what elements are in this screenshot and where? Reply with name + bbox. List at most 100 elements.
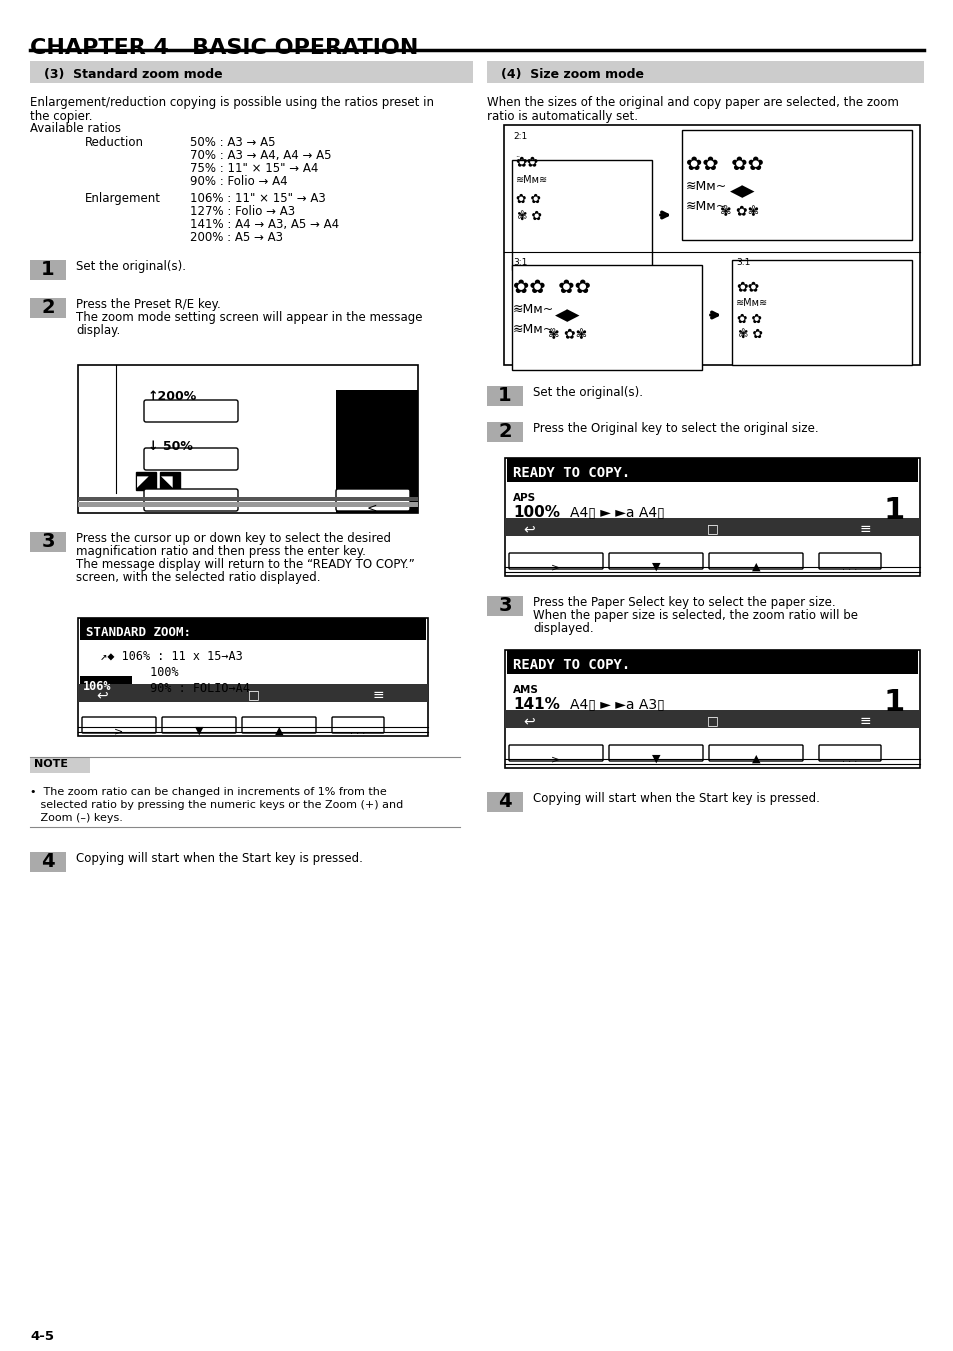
Text: ◀▶: ◀▶ [555,307,579,326]
Text: ▲: ▲ [274,725,283,736]
Text: . . .: . . . [841,562,857,571]
Text: The message display will return to the “READY TO COPY.”: The message display will return to the “… [76,558,415,571]
Text: ✿ ✿: ✿ ✿ [737,313,761,326]
Bar [78,503,417,507]
FancyBboxPatch shape [708,744,802,761]
Text: 50% : A3 → A5: 50% : A3 → A5 [190,136,275,149]
Text: ≋Мм~: ≋Мм~ [685,200,726,213]
Text: 1: 1 [41,259,54,280]
FancyBboxPatch shape [509,744,602,761]
Text: ratio is automatically set.: ratio is automatically set. [486,109,638,123]
Text: 1: 1 [882,688,904,717]
Text: (4)  Size zoom mode: (4) Size zoom mode [500,68,643,81]
Text: ≡: ≡ [373,688,384,703]
Bar [136,471,156,490]
Text: Available ratios: Available ratios [30,122,121,135]
Bar [731,259,911,365]
Text: (3)  Standard zoom mode: (3) Standard zoom mode [44,68,222,81]
Text: ◥: ◥ [161,474,172,489]
Text: 90% : Folio → A4: 90% : Folio → A4 [190,176,287,188]
Bar [30,532,66,553]
Bar [30,757,90,773]
Bar [78,684,428,703]
Text: 4: 4 [497,792,511,811]
Bar [504,711,919,728]
Text: Press the Paper Select key to select the paper size.: Press the Paper Select key to select the… [533,596,835,609]
Text: Press the Preset R/E key.: Press the Preset R/E key. [76,299,220,311]
Text: 200% : A5 → A3: 200% : A5 → A3 [190,231,283,245]
Bar [504,458,919,576]
Text: ◤: ◤ [137,474,149,489]
Bar [80,617,426,640]
Text: ..: .. [515,150,519,159]
Text: Reduction: Reduction [85,136,144,149]
Text: ↩: ↩ [522,521,534,536]
Text: >: > [551,754,560,765]
Bar [512,159,651,270]
Text: ▼: ▼ [194,725,203,736]
Text: ↩: ↩ [522,713,534,728]
Text: A4▯ ► ►a A4▯: A4▯ ► ►a A4▯ [569,505,664,519]
Text: APS: APS [513,493,536,503]
Text: 4-5: 4-5 [30,1329,54,1343]
Text: . . .: . . . [841,754,857,765]
Text: Press the Original key to select the original size.: Press the Original key to select the ori… [533,422,818,435]
Bar [30,852,66,871]
Text: 106%: 106% [83,680,112,693]
Text: □: □ [706,521,718,535]
FancyBboxPatch shape [608,553,702,569]
Text: Copying will start when the Start key is pressed.: Copying will start when the Start key is… [533,792,819,805]
Bar [160,471,180,490]
Text: Zoom (–) keys.: Zoom (–) keys. [30,813,123,823]
Text: ✿✿  ✿✿: ✿✿ ✿✿ [685,155,763,174]
Text: ✾ ✿✾: ✾ ✿✾ [720,205,759,219]
Text: ↩: ↩ [96,688,108,703]
Text: ▲: ▲ [751,562,760,571]
Text: Press the cursor up or down key to select the desired: Press the cursor up or down key to selec… [76,532,391,544]
Text: <: < [366,503,376,515]
FancyBboxPatch shape [708,553,802,569]
Text: . . .: . . . [350,725,365,736]
Text: ▲: ▲ [751,754,760,765]
Bar [486,386,522,407]
Text: ↗◆ 106% : 11 x 15→A3: ↗◆ 106% : 11 x 15→A3 [86,650,242,663]
Text: NOTE: NOTE [34,759,68,769]
Text: screen, with the selected ratio displayed.: screen, with the selected ratio displaye… [76,571,320,584]
FancyBboxPatch shape [82,717,156,734]
Text: 100%: 100% [86,666,178,680]
Text: 75% : 11" × 15" → A4: 75% : 11" × 15" → A4 [190,162,318,176]
Text: ≋Мм≋: ≋Мм≋ [735,299,767,308]
Bar [30,259,66,280]
Bar [512,265,701,370]
Bar [506,650,917,674]
Bar [506,458,917,482]
Text: magnification ratio and then press the enter key.: magnification ratio and then press the e… [76,544,366,558]
Text: 2: 2 [497,422,511,440]
Bar [78,365,417,513]
Bar [486,596,522,616]
Text: The zoom mode setting screen will appear in the message: The zoom mode setting screen will appear… [76,311,422,324]
Bar [504,517,919,536]
Text: Enlargement/reduction copying is possible using the ratios preset in: Enlargement/reduction copying is possibl… [30,96,434,109]
Text: 106% : 11" × 15" → A3: 106% : 11" × 15" → A3 [190,192,325,205]
Text: CHAPTER 4   BASIC OPERATION: CHAPTER 4 BASIC OPERATION [30,38,418,58]
Text: 2: 2 [41,299,54,317]
Text: 1: 1 [497,386,511,405]
FancyBboxPatch shape [335,489,410,511]
Text: the copier.: the copier. [30,109,92,123]
Text: □: □ [706,713,718,727]
FancyBboxPatch shape [509,553,602,569]
FancyBboxPatch shape [144,489,237,511]
Bar [335,390,417,513]
Text: AMS: AMS [513,685,538,694]
FancyBboxPatch shape [608,744,702,761]
Text: □: □ [248,688,259,701]
Text: Copying will start when the Start key is pressed.: Copying will start when the Start key is… [76,852,362,865]
FancyBboxPatch shape [818,744,880,761]
Text: 3: 3 [497,596,511,615]
Text: A4▯ ► ►a A3▯: A4▯ ► ►a A3▯ [569,697,664,711]
Bar [486,61,923,82]
Text: ▼: ▼ [651,754,659,765]
Text: >: > [114,725,124,736]
Text: When the paper size is selected, the zoom ratio will be: When the paper size is selected, the zoo… [533,609,857,621]
